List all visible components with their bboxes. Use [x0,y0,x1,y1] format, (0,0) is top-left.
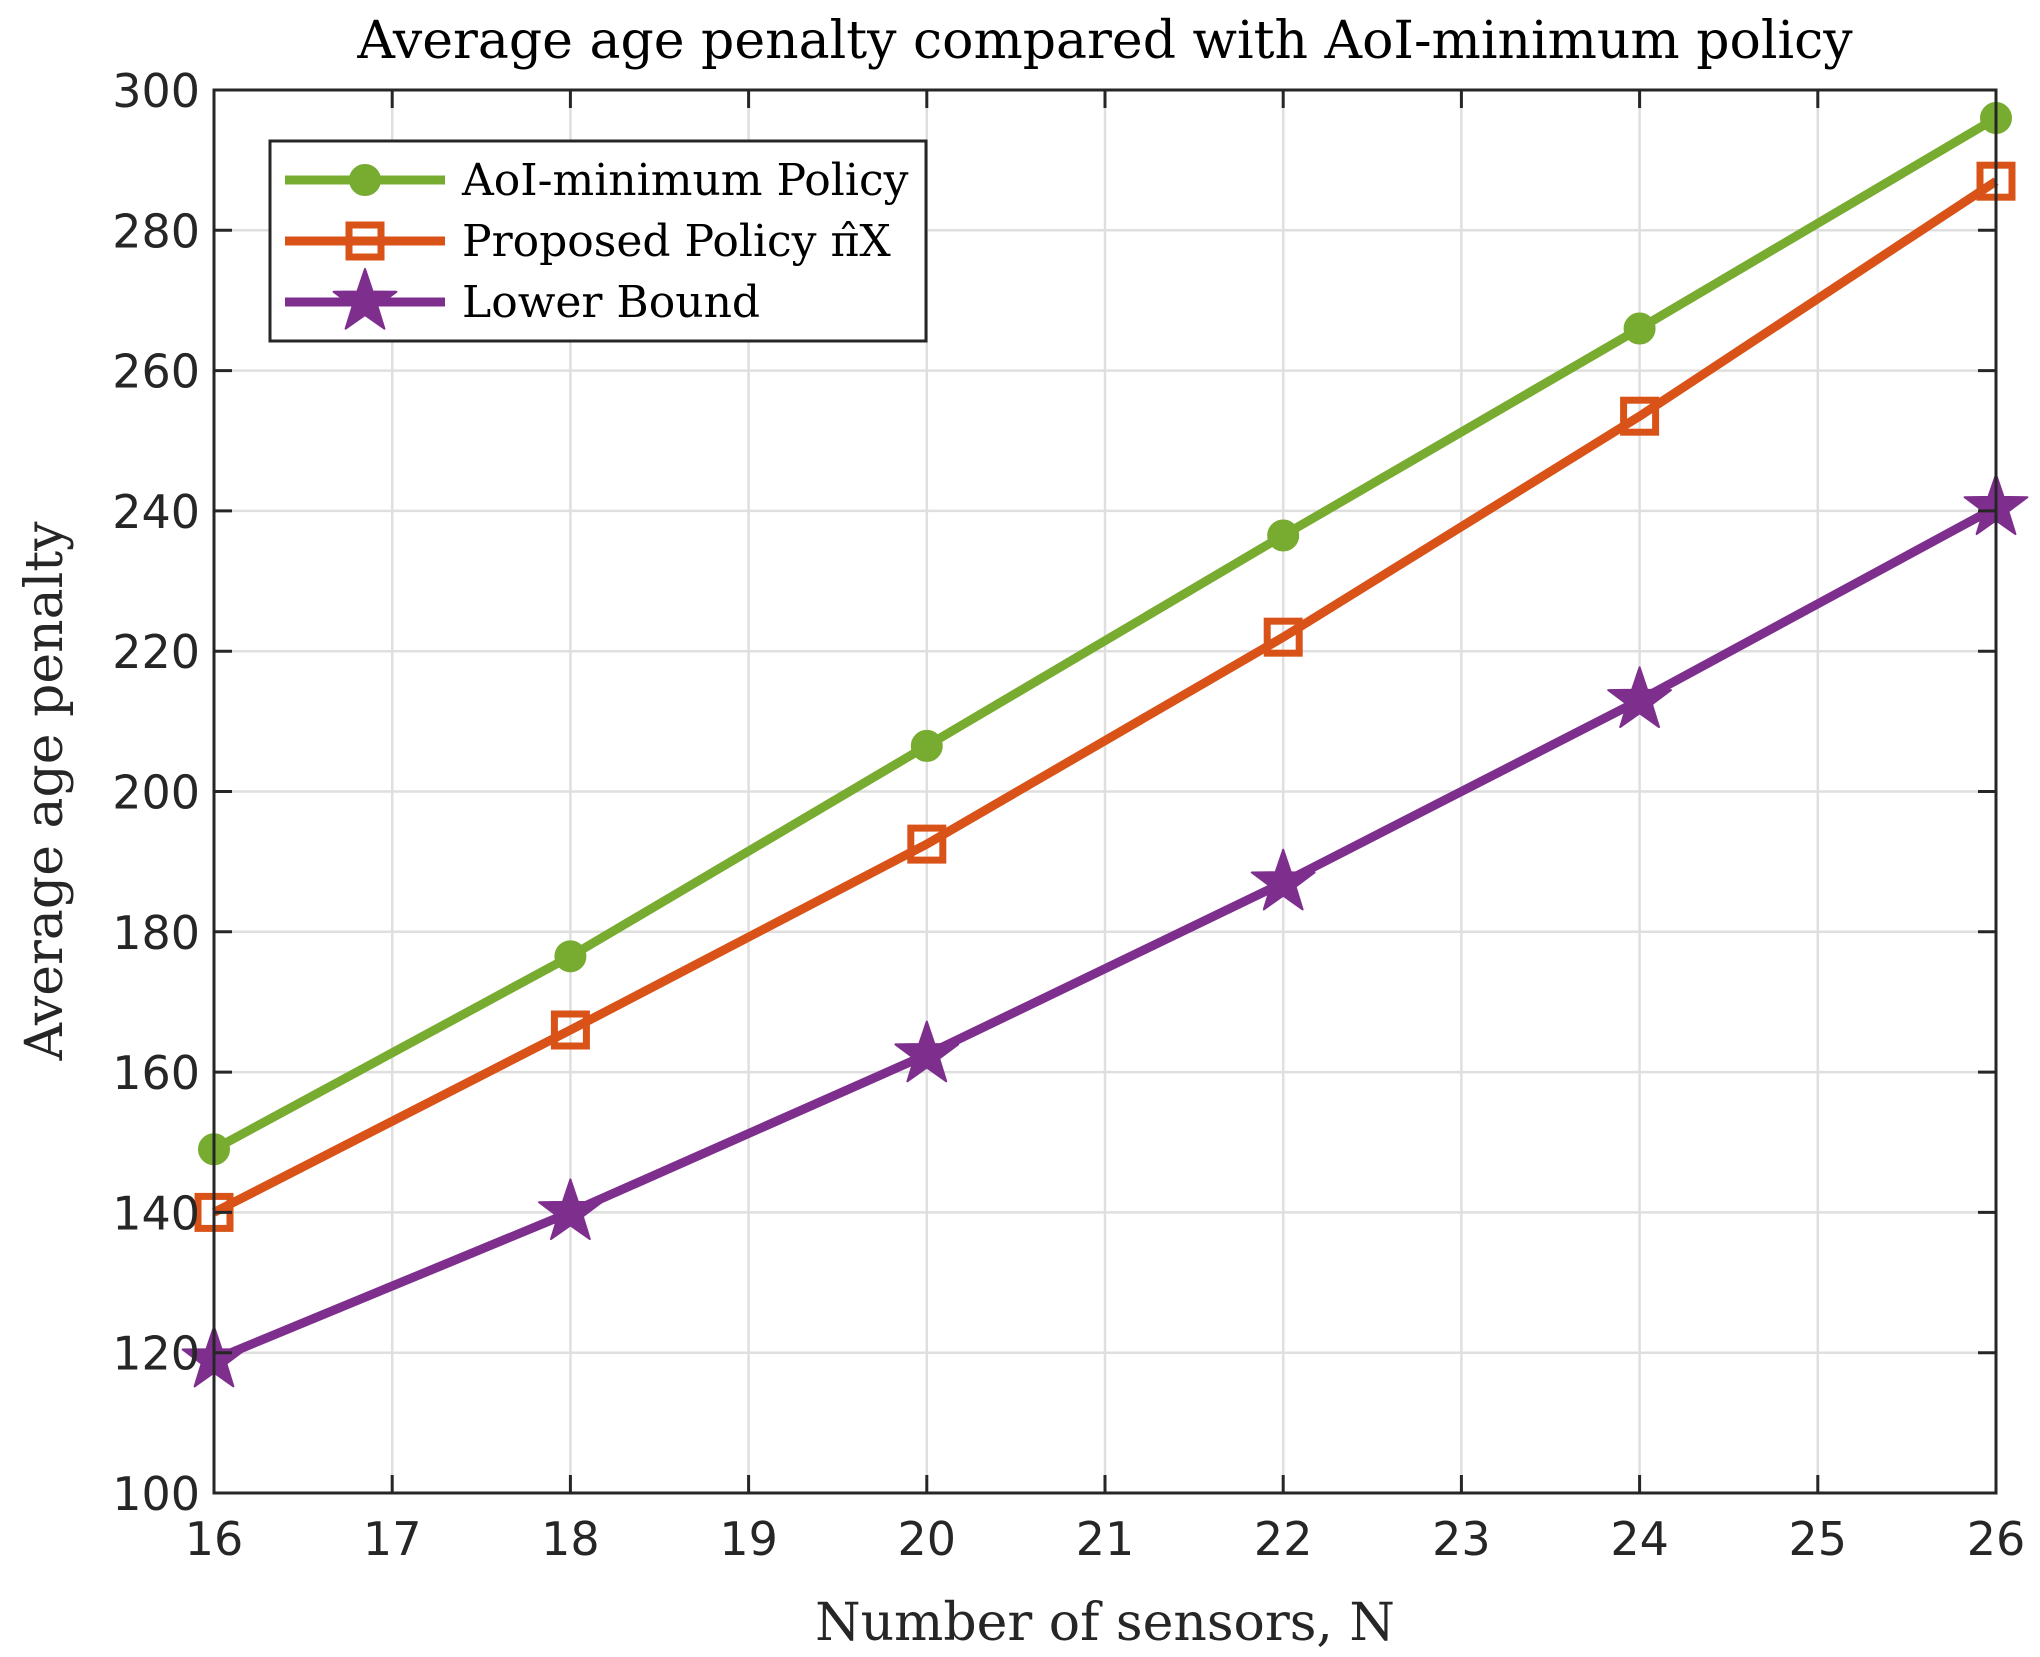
data-point [554,940,587,973]
y-tick-label: 220 [112,625,200,679]
y-tick-label: 300 [112,64,200,118]
legend-entry: Lower Bound [285,268,760,330]
y-tick-label: 100 [112,1467,200,1521]
y-tick-label: 180 [112,906,200,960]
series-line [211,177,1999,1217]
data-point [550,1010,590,1050]
chart-title: Average age penalty compared with AoI-mi… [356,11,1853,71]
x-tick-label: 22 [1254,1512,1313,1566]
ticks: 16 17 18 19 20 21 22 23 24 25 26 100 120 140 160 180 200… [112,64,2025,1566]
data-point [1267,519,1300,552]
data-point [1263,617,1303,657]
data-point [894,1020,960,1083]
y-tick-label: 200 [112,766,200,820]
legend-label: Lower Bound [462,277,760,328]
data-point [910,729,943,762]
legend: AoI-minimum Policy Proposed Policy π̂X Low… [268,139,928,343]
series-layer [181,102,2029,1388]
data-point [1607,666,1672,728]
legend-marker [345,221,385,261]
legend-marker [332,268,398,330]
series-circle [198,102,2012,1166]
x-tick-label: 25 [1789,1512,1848,1566]
legend-entry: Proposed Policy π̂X [285,216,891,267]
y-tick-label: 280 [112,204,200,258]
x-tick-label: 19 [719,1512,778,1566]
x-tick-label: 16 [185,1512,244,1566]
x-tick-label: 24 [1610,1512,1669,1566]
y-tick-label: 120 [112,1327,200,1381]
x-tick-label: 18 [541,1512,600,1566]
y-tick-label: 140 [112,1186,200,1240]
legend-marker [349,164,381,196]
x-tick-label: 20 [898,1512,957,1566]
x-tick-label: 21 [1076,1512,1135,1566]
series-line [211,114,1999,1154]
y-tick-label: 260 [112,345,200,399]
data-point [1250,848,1316,911]
legend-label: AoI-minimum Policy [461,155,909,206]
legend-label: Proposed Policy π̂X [462,216,891,267]
x-tick-label: 23 [1432,1512,1491,1566]
x-tick-label: 17 [363,1512,422,1566]
y-tick-label: 160 [112,1046,200,1100]
data-point [907,824,947,864]
x-tick-label: 26 [1967,1512,2026,1566]
data-point [1623,312,1656,345]
legend-entry: AoI-minimum Policy [285,155,909,206]
data-point [538,1178,603,1241]
y-tick-label: 240 [112,485,200,539]
x-axis-label: Number of sensors, N [815,1593,1395,1653]
y-axis-label: Average age penalty [15,521,75,1062]
data-point [1620,396,1660,436]
series-line [212,503,1999,1364]
